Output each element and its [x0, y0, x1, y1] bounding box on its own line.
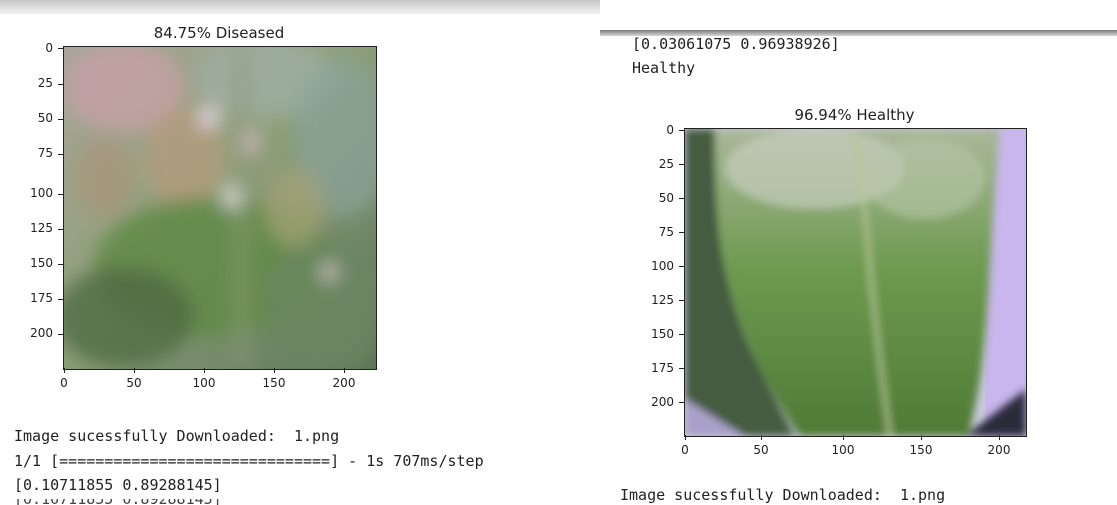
right-xtick-mark: [843, 435, 844, 440]
right-ytick-mark: [679, 266, 684, 267]
left-cell-top-border: [0, 0, 606, 14]
right-ytick: 200: [651, 395, 674, 409]
right-xtick: 50: [753, 443, 769, 457]
left-xtick: 50: [126, 376, 142, 390]
left-ytick: 200: [30, 326, 53, 340]
right-ytick-mark: [679, 334, 684, 335]
left-ytick-mark: [58, 84, 63, 85]
right-ytick-mark: [679, 164, 684, 165]
right-ytick: 175: [651, 361, 674, 375]
right-log-download-clip: Image sucessfully Downloaded: 1.png: [620, 486, 1100, 505]
right-ytick-mark: [679, 130, 684, 131]
right-xtick: 150: [909, 443, 933, 457]
right-log-download: Image sucessfully Downloaded: 1.png: [620, 486, 946, 504]
green-leaf-photo-icon: [685, 129, 1026, 436]
left-xtick-mark: [64, 368, 65, 373]
right-ytick: 25: [658, 157, 674, 171]
left-ytick-mark: [58, 264, 63, 265]
left-plot-image: [63, 46, 377, 370]
left-xtick: 150: [262, 376, 286, 390]
left-log-progress: 1/1 [==============================] - 1…: [14, 452, 484, 470]
left-ytick: 175: [30, 291, 53, 305]
right-output-cell: [0.03061075 0.96938926] Healthy 96.94% H…: [600, 0, 1117, 505]
left-ytick-mark: [58, 229, 63, 230]
left-xtick: 200: [332, 376, 356, 390]
left-log-cutoff-line: [0.10711855 0.89288145]: [14, 499, 274, 505]
left-ytick-mark: [58, 194, 63, 195]
left-xtick-mark: [274, 368, 275, 373]
right-plot-image: [684, 128, 1027, 437]
left-ytick: 75: [37, 146, 53, 160]
left-ytick: 150: [30, 256, 53, 270]
left-output-cell: 84.75% Diseased: [0, 0, 606, 505]
left-ytick: 50: [37, 111, 53, 125]
left-ytick: 100: [30, 186, 53, 200]
right-ytick: 100: [651, 259, 674, 273]
left-ytick-mark: [58, 119, 63, 120]
right-xtick-mark: [999, 435, 1000, 440]
right-xtick: 200: [987, 443, 1011, 457]
left-ytick: 0: [45, 41, 53, 55]
right-ytick: 75: [658, 225, 674, 239]
right-xtick-mark: [761, 435, 762, 440]
left-xtick: 100: [192, 376, 216, 390]
left-log-probs: [0.10711855 0.89288145]: [14, 476, 222, 494]
left-ytick-mark: [58, 299, 63, 300]
left-xtick-mark: [134, 368, 135, 373]
right-ytick-mark: [679, 300, 684, 301]
left-xtick-mark: [344, 368, 345, 373]
left-ytick-mark: [58, 334, 63, 335]
right-ytick-mark: [679, 368, 684, 369]
right-log-probs: [0.03061075 0.96938926]: [632, 35, 840, 53]
blurry-leaf-photo-icon: [64, 47, 376, 369]
right-xtick-mark: [685, 435, 686, 440]
left-log-download: Image sucessfully Downloaded: 1.png: [14, 427, 340, 445]
left-plot-title: 84.75% Diseased: [153, 24, 285, 42]
left-ytick-mark: [58, 154, 63, 155]
right-plot-title: 96.94% Healthy: [794, 106, 915, 124]
right-cell-top-border: [600, 30, 1117, 36]
right-ytick: 0: [666, 123, 674, 137]
right-xtick: 100: [831, 443, 855, 457]
right-ytick-mark: [679, 232, 684, 233]
right-ytick-mark: [679, 198, 684, 199]
left-ytick: 25: [37, 76, 53, 90]
right-ytick: 150: [651, 327, 674, 341]
left-ytick: 125: [30, 221, 53, 235]
right-ytick: 125: [651, 293, 674, 307]
left-xtick-mark: [204, 368, 205, 373]
right-log-label: Healthy: [632, 59, 696, 77]
right-xtick-mark: [921, 435, 922, 440]
right-xtick: 0: [681, 443, 689, 457]
left-xtick: 0: [60, 376, 68, 390]
right-ytick: 50: [658, 191, 674, 205]
right-ytick-mark: [679, 402, 684, 403]
left-ytick-mark: [58, 48, 63, 49]
